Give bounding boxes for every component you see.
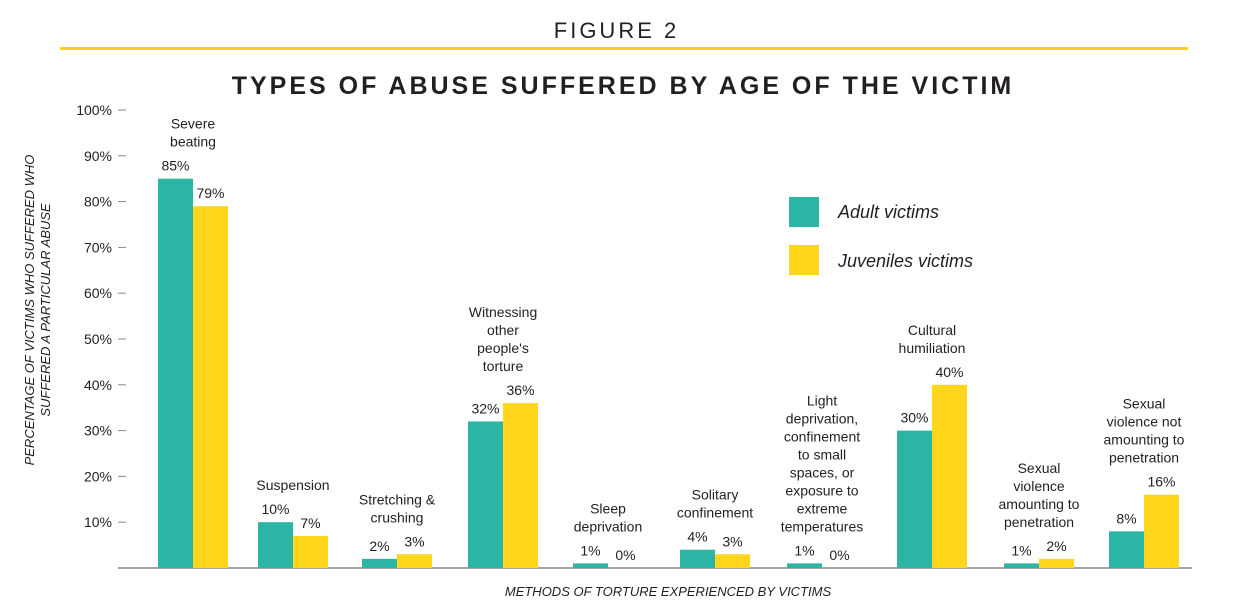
y-tick-label: 80% (84, 194, 112, 210)
y-tick-label: 40% (84, 377, 112, 393)
bar-adult (258, 522, 293, 568)
category-label: Sexual (1018, 460, 1061, 476)
y-tick-label: 20% (84, 468, 112, 484)
bar-adult (158, 178, 193, 568)
data-label-adult: 4% (687, 529, 707, 545)
bar-adult (573, 563, 608, 568)
data-label-juvenile: 2% (1046, 538, 1066, 554)
category-label: amounting to (1104, 432, 1185, 448)
category-label: amounting to (999, 496, 1080, 512)
category-label: torture (483, 358, 524, 374)
category-label: spaces, or (790, 464, 855, 480)
bar-juvenile (293, 535, 328, 568)
category-label: beating (170, 134, 216, 150)
legend-swatch-juvenile (789, 245, 819, 275)
bar-juvenile (1144, 494, 1179, 568)
data-label-adult: 2% (369, 538, 389, 554)
y-tick-label: 60% (84, 285, 112, 301)
bar-juvenile (503, 403, 538, 568)
data-label-juvenile: 16% (1147, 474, 1175, 490)
bar-adult (1004, 563, 1039, 568)
y-axis-label: SUFFERED A PARTICULAR ABUSE (38, 203, 53, 417)
bar-adult (787, 563, 822, 568)
y-tick-label: 30% (84, 423, 112, 439)
data-label-adult: 85% (161, 158, 189, 174)
data-label-adult: 8% (1116, 510, 1136, 526)
bar-juvenile (715, 554, 750, 568)
category-label: temperatures (781, 518, 863, 534)
legend-swatch-adult (789, 197, 819, 227)
figure-label: FIGURE 2 (553, 18, 680, 43)
data-label-juvenile: 36% (506, 382, 534, 398)
data-label-juvenile: 0% (829, 547, 849, 563)
category-label: to small (798, 446, 846, 462)
category-label: Sleep (590, 500, 626, 516)
category-label: exposure to (785, 482, 858, 498)
category-label: confinement (784, 428, 860, 444)
y-tick-label: 50% (84, 331, 112, 347)
chart-title: TYPES OF ABUSE SUFFERED BY AGE OF THE VI… (231, 72, 1015, 100)
data-label-adult: 1% (794, 542, 814, 558)
category-label: Sexual (1123, 396, 1166, 412)
category-label: other (487, 322, 519, 338)
category-label: Severe (171, 116, 216, 132)
title-rule (60, 47, 1188, 50)
bar-juvenile (397, 554, 432, 568)
data-label-adult: 32% (471, 400, 499, 416)
bar-adult (897, 430, 932, 568)
data-label-adult: 1% (1011, 542, 1031, 558)
data-label-adult: 30% (900, 410, 928, 426)
data-label-juvenile: 79% (196, 185, 224, 201)
bar-juvenile (932, 384, 967, 568)
legend-label-adult: Adult victims (837, 202, 939, 222)
data-label-juvenile: 3% (722, 533, 742, 549)
category-label: violence (1013, 478, 1065, 494)
category-label: Cultural (908, 322, 956, 338)
data-label-adult: 10% (261, 501, 289, 517)
category-label: penetration (1004, 514, 1074, 530)
category-label: Suspension (256, 477, 329, 493)
bar-juvenile (193, 206, 228, 568)
y-axis-label: PERCENTAGE OF VICTIMS WHO SUFFERED WHO (22, 155, 37, 466)
category-label: confinement (677, 505, 753, 521)
category-label: deprivation, (786, 410, 858, 426)
y-tick-label: 100% (76, 102, 112, 118)
category-label: Stretching & (359, 491, 436, 507)
bar-adult (362, 558, 397, 568)
y-tick-label: 90% (84, 148, 112, 164)
category-label: penetration (1109, 450, 1179, 466)
y-tick-label: 70% (84, 239, 112, 255)
data-label-juvenile: 3% (404, 533, 424, 549)
data-label-juvenile: 0% (615, 547, 635, 563)
bar-adult (1109, 531, 1144, 568)
category-label: humiliation (899, 340, 966, 356)
category-label: Witnessing (469, 304, 537, 320)
data-label-adult: 1% (580, 542, 600, 558)
category-label: people's (477, 340, 529, 356)
data-label-juvenile: 40% (935, 364, 963, 380)
bar-adult (468, 421, 503, 568)
y-tick-label: 10% (84, 514, 112, 530)
legend-label-juvenile: Juveniles victims (837, 251, 973, 271)
category-label: violence not (1107, 414, 1182, 430)
category-label: deprivation (574, 518, 643, 534)
category-label: crushing (371, 509, 424, 525)
data-label-juvenile: 7% (300, 515, 320, 531)
category-label: Solitary (692, 487, 739, 503)
x-axis-label: METHODS OF TORTURE EXPERIENCED BY VICTIM… (505, 584, 832, 599)
category-label: Light (807, 392, 837, 408)
bar-adult (680, 549, 715, 568)
category-label: extreme (797, 500, 848, 516)
bar-juvenile (1039, 558, 1074, 568)
